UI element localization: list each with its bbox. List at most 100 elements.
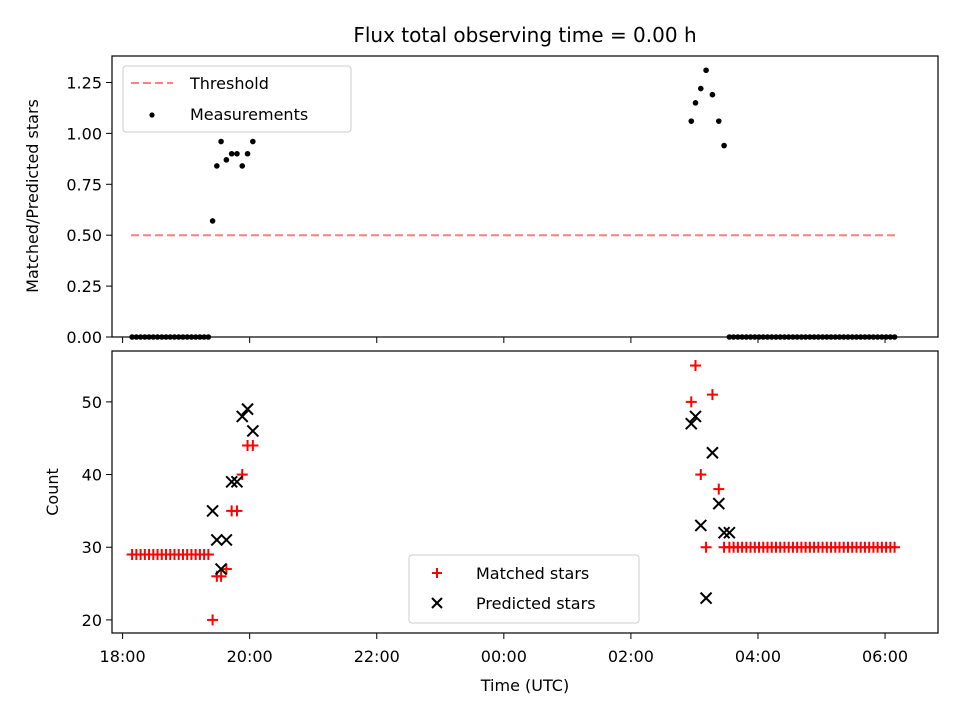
measurement-point	[874, 334, 881, 340]
bottom-series-marks	[126, 360, 901, 626]
measurement-point	[167, 334, 174, 340]
measurement-point	[154, 334, 161, 340]
bottom-panel: 18:00 20:00 22:00 00:00 02:00 04:00 06:00 20 30 4…	[43, 350, 939, 695]
measurement-point	[146, 334, 152, 340]
predicted-star-point	[225, 475, 238, 489]
top-plot-frame	[111, 55, 939, 338]
y-tick-label: 40	[82, 466, 102, 485]
predicted-star-point	[717, 526, 731, 539]
matched-star-point	[220, 563, 232, 575]
measurement-point	[743, 334, 750, 340]
predicted-star-point	[214, 562, 228, 576]
measurement-point	[703, 67, 709, 74]
measurement-point	[866, 334, 872, 340]
predicted-star-point	[206, 504, 219, 518]
measurement-point	[228, 150, 235, 157]
measurement-point	[726, 334, 733, 340]
x-tick-label: 04:00	[735, 647, 781, 666]
measurement-point	[184, 334, 190, 340]
measurement-point	[756, 334, 762, 340]
predicted-star-point	[241, 402, 254, 416]
legend-measurements-swatch	[149, 112, 155, 118]
predicted-star-point	[220, 533, 233, 547]
measurement-point	[883, 334, 889, 340]
y-tick-label: 1.00	[66, 124, 102, 143]
measurement-point	[849, 334, 856, 340]
measurement-point	[218, 138, 224, 145]
measurement-point	[751, 334, 758, 340]
predicted-star-point	[694, 519, 707, 532]
measurement-point	[790, 334, 796, 340]
x-tick-label: 18:00	[100, 647, 146, 666]
measurement-point	[887, 334, 894, 340]
legend-matched-swatch	[432, 568, 442, 578]
measurement-point	[721, 142, 727, 149]
predicted-star-point	[699, 591, 713, 605]
measurement-point	[836, 334, 843, 340]
bottom-axis-ticks: 18:00 20:00 22:00 00:00 02:00 04:00 06:00 20 30 4…	[82, 393, 908, 666]
measurement-point	[870, 334, 877, 340]
measurement-point	[862, 334, 868, 340]
measurement-point	[764, 334, 771, 340]
measurement-point	[807, 334, 813, 340]
measurement-point	[811, 334, 817, 340]
matched-star-point	[713, 483, 725, 495]
measurement-point	[828, 334, 834, 340]
measurement-point	[163, 334, 169, 340]
x-tick-label: 20:00	[227, 647, 273, 666]
measurement-point	[133, 334, 140, 340]
measurement-point	[785, 334, 792, 340]
predicted-star-point	[685, 417, 698, 430]
matched-star-point	[695, 469, 707, 481]
top-panel: 0.00 0.25 0.50 0.75 1.00 1.25 Matched/Predict…	[23, 55, 939, 347]
measurement-point	[192, 334, 199, 340]
legend-predicted-swatch	[431, 597, 443, 609]
top-legend-box	[122, 65, 352, 133]
x-axis-label: Time (UTC)	[480, 676, 569, 695]
measurement-point	[768, 334, 775, 340]
legend-predicted-label: Predicted stars	[476, 594, 596, 613]
measurement-point	[201, 334, 207, 340]
matched-star-point	[689, 360, 701, 372]
y-tick-label: 30	[82, 538, 102, 557]
legend-measurements-label: Measurements	[190, 105, 308, 124]
measurement-point	[150, 334, 157, 340]
measurement-point	[879, 334, 885, 340]
y-tick-label: 0.50	[66, 226, 102, 245]
measurement-point	[709, 91, 716, 98]
legend-threshold-label: Threshold	[189, 74, 269, 93]
predicted-star-point	[236, 410, 249, 423]
measurement-point	[747, 334, 754, 340]
matched-star-point	[207, 614, 219, 626]
measurement-point	[223, 157, 230, 163]
measurement-point	[137, 334, 144, 340]
measurement-point	[175, 334, 182, 340]
measurement-point	[773, 334, 779, 340]
measurement-point	[209, 218, 216, 224]
measurement-point	[234, 150, 240, 157]
measurement-point	[781, 334, 788, 340]
measurement-point	[891, 334, 898, 340]
measurement-point	[197, 334, 203, 340]
chart-title: Flux total observing time = 0.00 h	[353, 23, 696, 47]
y-tick-label: 1.25	[66, 73, 102, 92]
measurement-point	[697, 85, 704, 92]
measurement-point	[798, 334, 805, 340]
top-legend: Threshold Measurements	[122, 65, 352, 133]
measurement-point	[205, 334, 212, 340]
measurement-point	[840, 334, 847, 340]
y-tick-label: 0.75	[66, 175, 102, 194]
y-tick-label: 0.00	[66, 328, 102, 347]
measurement-point	[171, 334, 178, 340]
predicted-star-point	[689, 410, 702, 423]
matched-star-point	[700, 541, 712, 553]
x-tick-label: 06:00	[862, 647, 908, 666]
measurement-point	[730, 334, 737, 340]
measurement-point	[142, 334, 148, 340]
measurement-point	[853, 334, 860, 340]
measurement-point	[129, 334, 135, 340]
matched-star-point	[215, 570, 227, 582]
measurement-point	[845, 334, 851, 340]
measurement-point	[832, 334, 839, 340]
y-tick-label: 20	[82, 611, 102, 630]
